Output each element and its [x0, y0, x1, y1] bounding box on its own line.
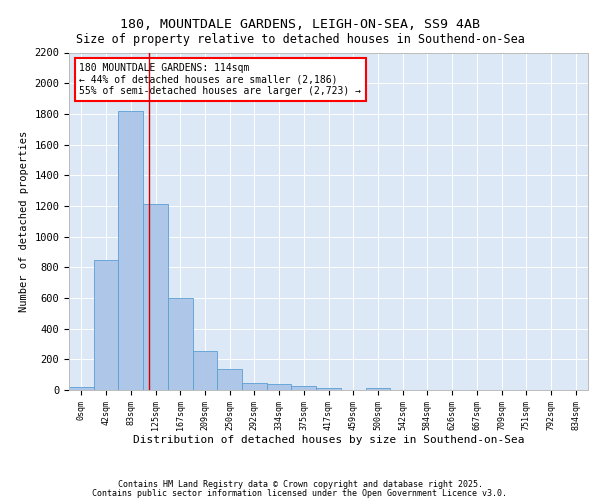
Bar [143, 204, 168, 390]
Text: Size of property relative to detached houses in Southend-on-Sea: Size of property relative to detached ho… [76, 32, 524, 46]
Bar [316, 388, 341, 390]
Bar [168, 298, 193, 390]
Bar [217, 368, 242, 390]
Bar [365, 388, 390, 390]
X-axis label: Distribution of detached houses by size in Southend-on-Sea: Distribution of detached houses by size … [133, 436, 524, 446]
Text: 180, MOUNTDALE GARDENS, LEIGH-ON-SEA, SS9 4AB: 180, MOUNTDALE GARDENS, LEIGH-ON-SEA, SS… [120, 18, 480, 30]
Y-axis label: Number of detached properties: Number of detached properties [19, 130, 29, 312]
Bar [69, 387, 94, 390]
Text: 180 MOUNTDALE GARDENS: 114sqm
← 44% of detached houses are smaller (2,186)
55% o: 180 MOUNTDALE GARDENS: 114sqm ← 44% of d… [79, 62, 361, 96]
Bar [267, 384, 292, 390]
Text: Contains HM Land Registry data © Crown copyright and database right 2025.: Contains HM Land Registry data © Crown c… [118, 480, 482, 489]
Text: Contains public sector information licensed under the Open Government Licence v3: Contains public sector information licen… [92, 488, 508, 498]
Bar [193, 351, 217, 390]
Bar [292, 386, 316, 390]
Bar [94, 260, 118, 390]
Bar [118, 111, 143, 390]
Bar [242, 383, 267, 390]
